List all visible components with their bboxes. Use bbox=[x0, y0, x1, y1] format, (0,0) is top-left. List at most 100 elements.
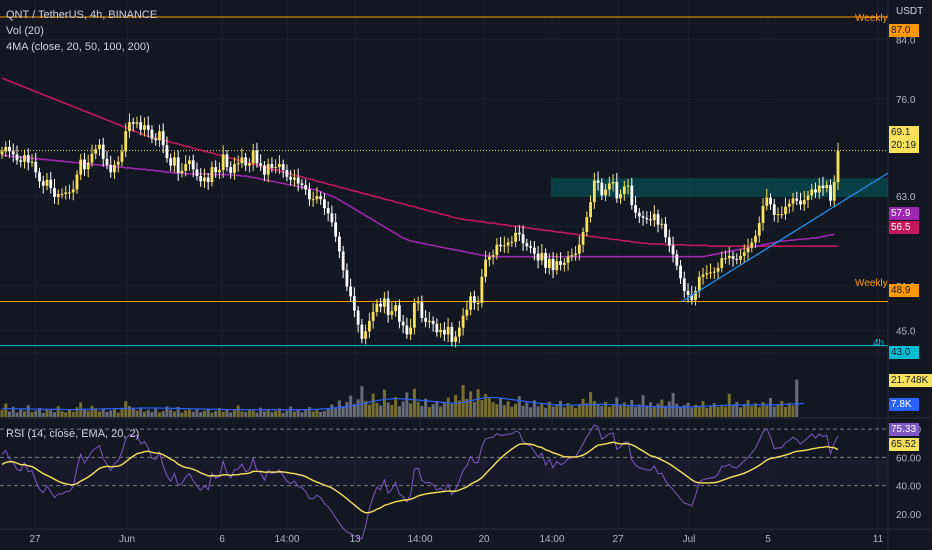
volume-bar bbox=[191, 411, 195, 417]
volume-bar bbox=[600, 405, 604, 417]
volume-bar bbox=[56, 406, 60, 417]
support-4h-label: 4h bbox=[873, 338, 885, 349]
x-tick-label: 11 bbox=[873, 534, 884, 545]
candle-body bbox=[386, 298, 390, 315]
volume-bar bbox=[450, 403, 454, 417]
candle-body bbox=[754, 235, 757, 243]
x-tick-label: 13 bbox=[349, 534, 361, 545]
candle-body bbox=[161, 131, 165, 146]
candle-body bbox=[221, 154, 225, 171]
volume-bar bbox=[514, 403, 518, 417]
volume-bar bbox=[476, 389, 480, 417]
candle-body bbox=[532, 247, 536, 254]
ma-legend[interactable]: 4MA (close, 20, 50, 100, 200) bbox=[6, 41, 150, 53]
volume-bar bbox=[7, 411, 11, 417]
volume-bar bbox=[787, 402, 791, 417]
candle-body bbox=[604, 189, 607, 196]
candle-body bbox=[686, 291, 690, 295]
volume-bar bbox=[544, 407, 548, 417]
x-tick-label: Jul bbox=[683, 534, 696, 545]
volume-bar bbox=[375, 402, 379, 417]
candle-body bbox=[203, 177, 206, 182]
candle-body bbox=[105, 158, 109, 165]
candle-body bbox=[626, 185, 630, 187]
candle-body bbox=[375, 303, 379, 312]
volume-bar bbox=[656, 403, 660, 417]
candle-body bbox=[68, 192, 71, 194]
volume-bar bbox=[165, 406, 169, 417]
candle-body bbox=[255, 150, 259, 164]
candle-body bbox=[11, 151, 15, 155]
volume-bar bbox=[180, 412, 184, 417]
volume-bar bbox=[345, 401, 349, 417]
volume-bar bbox=[229, 412, 233, 417]
symbol-legend[interactable]: QNT / TetherUS, 4h, BINANCE bbox=[6, 9, 158, 21]
volume-bar bbox=[769, 398, 773, 417]
volume-bar bbox=[26, 405, 30, 417]
candle-body bbox=[705, 273, 709, 275]
rsi-legend[interactable]: RSI (14, close, EMA, 20, 2) bbox=[6, 428, 140, 440]
volume-bar bbox=[319, 411, 323, 417]
volume-bar bbox=[52, 412, 56, 417]
candle-body bbox=[416, 302, 420, 304]
candle-body bbox=[101, 144, 105, 159]
volume-bar bbox=[255, 412, 259, 417]
volume-bar bbox=[724, 406, 728, 417]
candle-body bbox=[49, 179, 53, 188]
volume-bar bbox=[465, 399, 469, 417]
candle-body bbox=[248, 163, 251, 166]
volume-bar bbox=[525, 402, 529, 417]
volume-bar bbox=[499, 398, 503, 417]
candle-body bbox=[690, 294, 694, 301]
candle-body bbox=[139, 122, 143, 130]
candle-body bbox=[259, 163, 263, 166]
candle-body bbox=[300, 183, 304, 185]
candle-body bbox=[184, 164, 188, 171]
candle-body bbox=[94, 149, 98, 154]
candle-body bbox=[765, 197, 769, 206]
volume-bar bbox=[112, 409, 116, 417]
candle-body bbox=[124, 131, 128, 152]
candle-body bbox=[315, 196, 319, 200]
volume-bar bbox=[90, 405, 94, 417]
candle-body bbox=[195, 169, 199, 177]
candle-body bbox=[472, 296, 476, 303]
volume-bar bbox=[146, 409, 150, 417]
volume-bar bbox=[521, 405, 525, 417]
volume-bar bbox=[562, 407, 566, 417]
volume-bar bbox=[457, 400, 461, 417]
volume-bar bbox=[495, 404, 499, 417]
candle-body bbox=[364, 331, 368, 339]
volume-bar bbox=[559, 400, 563, 417]
volume-bar bbox=[491, 402, 495, 417]
volume-bar bbox=[30, 411, 34, 417]
candle-body bbox=[206, 177, 210, 182]
volume-bar bbox=[176, 406, 180, 417]
volume-bar bbox=[382, 389, 386, 417]
candle-body bbox=[274, 167, 278, 169]
volume-bar bbox=[360, 386, 364, 417]
volume-legend[interactable]: Vol (20) bbox=[6, 25, 44, 37]
volume-bar bbox=[705, 407, 709, 417]
candle-body bbox=[424, 317, 428, 322]
candle-body bbox=[701, 274, 705, 277]
candle-body bbox=[551, 258, 555, 271]
x-tick-label: 27 bbox=[29, 534, 41, 545]
volume-bar bbox=[101, 408, 105, 417]
candle-body bbox=[431, 320, 435, 324]
candle-body bbox=[26, 155, 30, 163]
volume-bar bbox=[750, 406, 754, 417]
volume-bar bbox=[746, 400, 750, 417]
volume-bar bbox=[424, 398, 428, 417]
candle-body bbox=[293, 177, 296, 180]
candle-body bbox=[210, 167, 214, 182]
candle-body bbox=[682, 278, 686, 292]
candle-body bbox=[356, 310, 360, 325]
candle-body bbox=[379, 303, 383, 307]
candle-body bbox=[795, 198, 799, 201]
volume-bar bbox=[754, 403, 758, 417]
volume-bar bbox=[262, 411, 266, 417]
volume-bar bbox=[664, 405, 668, 417]
